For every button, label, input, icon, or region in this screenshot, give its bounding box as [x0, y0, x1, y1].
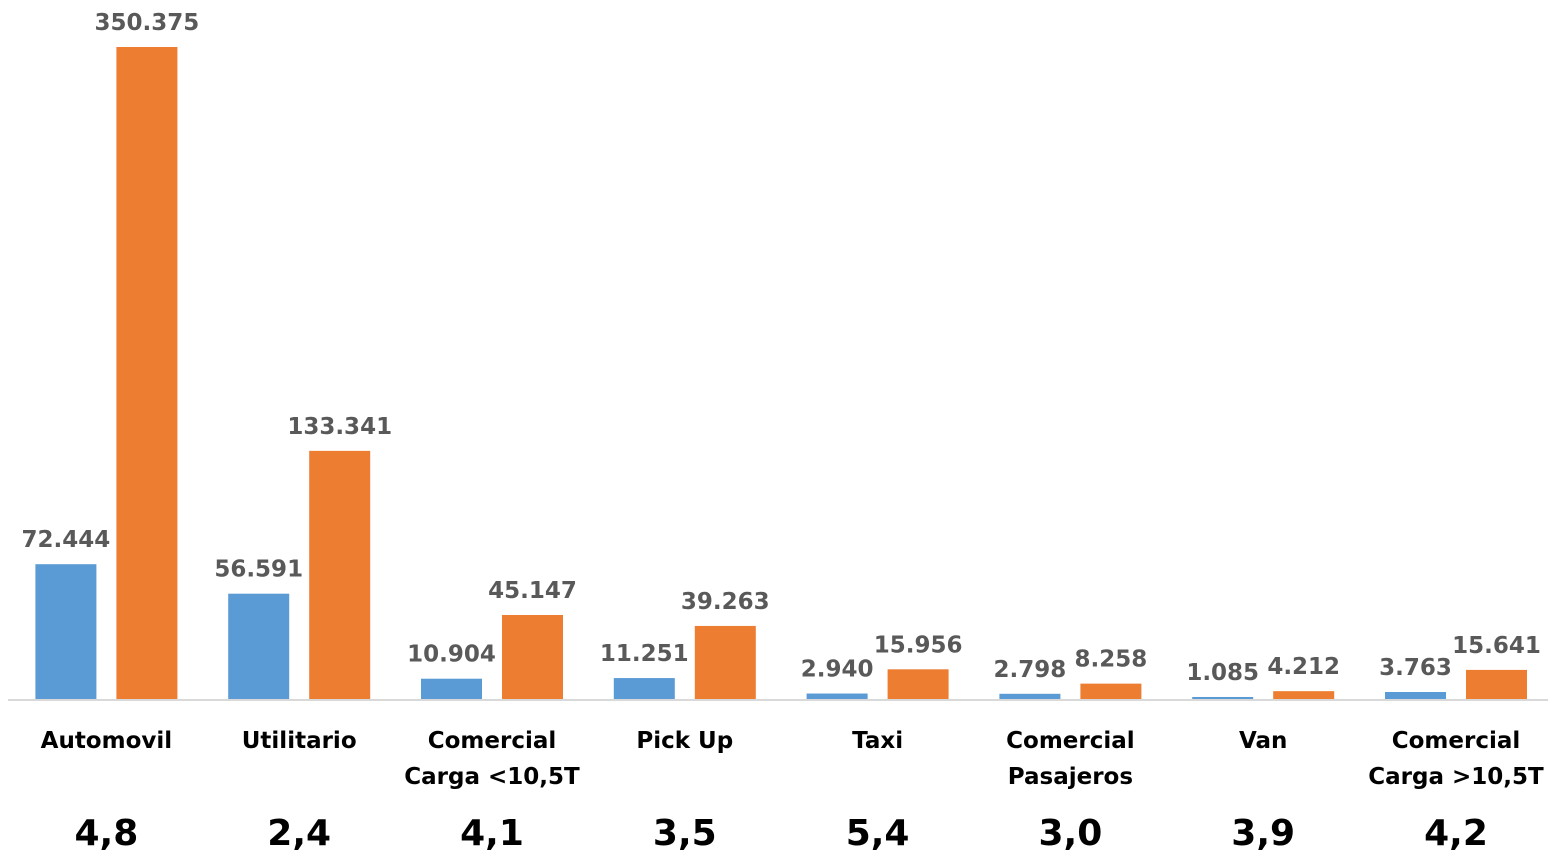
bar-series-2-6 — [1080, 683, 1142, 699]
bar-series-2-8 — [1466, 669, 1527, 699]
category-label-5: Taxi — [852, 728, 903, 754]
ratio-label-1: 4,8 — [75, 813, 139, 853]
bar-series-1-8 — [1385, 691, 1446, 699]
data-label-series-2-8: 15.641 — [1452, 633, 1541, 659]
data-label-series-1-5: 2.940 — [801, 657, 874, 683]
ratio-label-4: 3,5 — [653, 813, 717, 853]
bar-series-2-2 — [309, 450, 371, 699]
category-label-1: Automovil — [41, 728, 173, 754]
bar-series-1-1 — [35, 564, 97, 699]
bar-series-1-7 — [1192, 696, 1254, 699]
data-label-series-1-2: 56.591 — [214, 557, 303, 583]
ratio-label-5: 5,4 — [846, 813, 910, 853]
ratio-label-7: 3,9 — [1231, 813, 1295, 853]
bar-series-1-5 — [806, 693, 868, 699]
data-label-series-2-3: 45.147 — [488, 578, 577, 604]
ratio-label-8: 4,2 — [1424, 813, 1488, 853]
category-label-4: Pick Up — [636, 728, 733, 754]
data-label-series-2-2: 133.341 — [287, 414, 392, 440]
data-label-series-1-4: 11.251 — [600, 641, 689, 667]
bar-series-1-6 — [999, 693, 1061, 699]
labels-layer: 72.444 350.375 Automovil 4,8 56.591 133.341 Ut… — [22, 10, 1545, 853]
data-label-series-2-6: 8.258 — [1075, 647, 1148, 673]
ratio-label-3: 4,1 — [460, 813, 524, 853]
data-label-series-1-6: 2.798 — [994, 657, 1067, 683]
bar-series-1-4 — [613, 678, 675, 699]
category-label-3-line-2: Carga <10,5T — [404, 764, 580, 790]
category-label-8-line-2: Carga >10,5T — [1368, 764, 1544, 790]
bar-series-1-2 — [228, 593, 290, 699]
data-label-series-1-8: 3.763 — [1379, 655, 1452, 681]
bar-series-2-4 — [694, 625, 756, 699]
category-label-8-line-1: Comercial — [1392, 728, 1521, 754]
bar-series-1-3 — [421, 678, 482, 699]
category-label-7: Van — [1239, 728, 1287, 754]
ratio-label-2: 2,4 — [267, 813, 331, 853]
data-label-series-2-4: 39.263 — [681, 589, 770, 615]
data-label-series-2-5: 15.956 — [874, 632, 963, 658]
data-label-series-1-3: 10.904 — [407, 642, 496, 668]
bar-series-2-5 — [887, 669, 949, 699]
bar-series-2-7 — [1273, 691, 1335, 699]
category-label-3-line-1: Comercial — [428, 728, 557, 754]
bars-layer — [35, 47, 1527, 699]
data-label-series-2-1: 350.375 — [95, 10, 200, 36]
ratio-label-6: 3,0 — [1039, 813, 1103, 853]
bar-series-2-1 — [116, 47, 178, 699]
category-label-6-line-1: Comercial — [1006, 728, 1135, 754]
category-label-6-line-2: Pasajeros — [1008, 764, 1133, 790]
data-label-series-1-7: 1.085 — [1186, 660, 1259, 686]
bar-series-2-3 — [502, 614, 563, 699]
category-label-2: Utilitario — [242, 728, 357, 754]
data-label-series-2-7: 4.212 — [1267, 654, 1340, 680]
data-label-series-1-1: 72.444 — [22, 527, 111, 553]
